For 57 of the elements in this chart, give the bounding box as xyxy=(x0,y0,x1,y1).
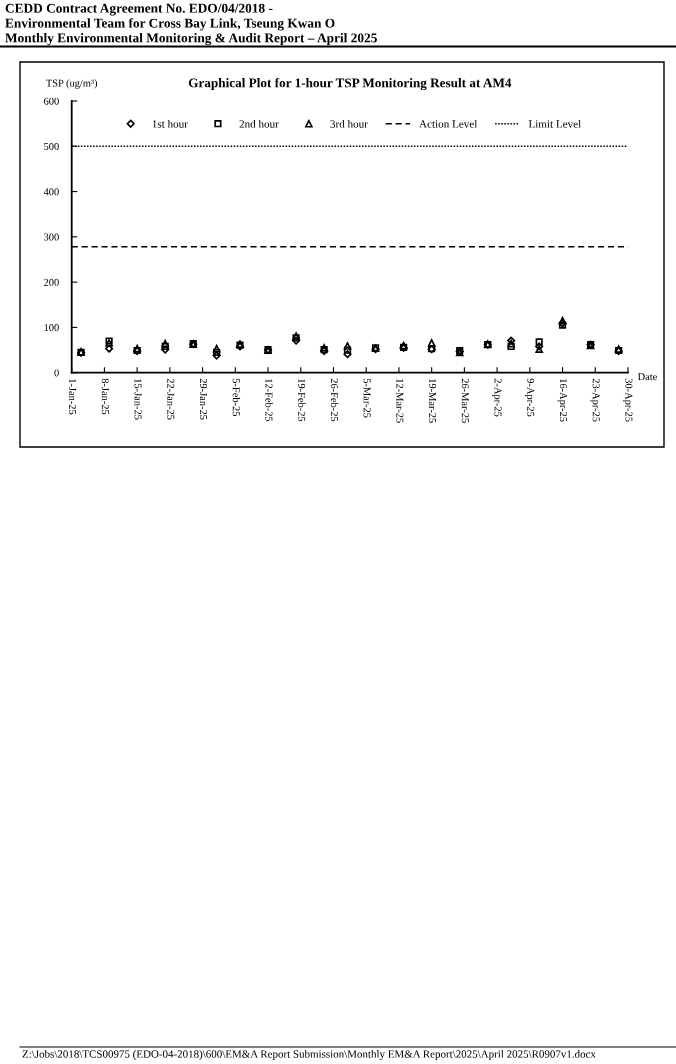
y-tick-label: 400 xyxy=(43,188,59,196)
y-tick-label: 200 xyxy=(44,278,59,286)
x-tick-label: 26-Mar-25 xyxy=(461,378,469,423)
point xyxy=(212,351,221,360)
x-tick-label: 2-Apr-25 xyxy=(492,378,502,417)
point xyxy=(161,339,170,348)
x-tick-label: 29-Jan-25 xyxy=(199,378,207,420)
x-tick-label: 5-Mar-25 xyxy=(363,378,371,418)
point xyxy=(161,345,170,354)
legend-label: 1st hour xyxy=(152,119,188,128)
point xyxy=(507,342,515,351)
text: Monthly Environmental Monitoring & Audit Report – April 2025 xyxy=(5,33,377,46)
y-axis-title: TSP (ug/m³) xyxy=(46,79,98,89)
y-tick-label: 100 xyxy=(44,324,59,332)
point xyxy=(105,344,114,353)
y-tick-label: 600 xyxy=(44,97,59,105)
legend-label: Limit Level xyxy=(528,119,581,128)
y-tick-label: 300 xyxy=(44,233,59,241)
legend-label: 2nd hour xyxy=(239,119,279,128)
point xyxy=(343,350,352,359)
point xyxy=(343,342,352,350)
point xyxy=(558,316,567,325)
point xyxy=(161,342,169,351)
x-tick-label: 23-Apr-25 xyxy=(590,378,600,422)
text: Environmental Team for Cross Bay Link, Tseung Kwan O xyxy=(5,18,335,31)
x-tick-label: 5-Feb-25 xyxy=(232,378,241,417)
x-tick-label: 8-Jan-25 xyxy=(101,378,109,415)
legend-label: 3rd hour xyxy=(330,119,368,128)
legend-label: Action Level xyxy=(419,119,478,128)
point xyxy=(507,336,516,345)
y-tick-label: 500 xyxy=(44,142,59,150)
x-tick-label: 1-Jan-25 xyxy=(69,379,77,415)
point xyxy=(427,338,436,347)
x-axis-title: Date xyxy=(637,373,657,381)
x-tick-label: 16-Apr-25 xyxy=(557,379,567,422)
text: CEDD Contract Agreement No. EDO/04/2018 - xyxy=(5,3,273,16)
point xyxy=(535,338,543,346)
x-tick-label: 12-Mar-25 xyxy=(396,379,404,423)
y-tick-label: 0 xyxy=(54,369,59,377)
x-tick-label: 30-Apr-25 xyxy=(623,378,633,422)
x-tick-label: 9-Apr-25 xyxy=(525,378,535,417)
x-tick-label: 22-Jan-25 xyxy=(167,378,175,420)
point xyxy=(212,344,221,353)
x-tick-label: 26-Feb-25 xyxy=(330,378,339,422)
point xyxy=(343,346,352,354)
point xyxy=(507,339,515,348)
x-tick-label: 12-Feb-25 xyxy=(265,379,273,422)
x-tick-label: 19-Mar-25 xyxy=(429,379,437,423)
x-tick-label: 15-Jan-25 xyxy=(134,379,142,420)
chart-title: Graphical Plot for 1-hour TSP Monitoring Result at AM4 xyxy=(188,77,512,91)
x-tick-label: 19-Feb-25 xyxy=(298,379,306,422)
point xyxy=(133,344,141,353)
text: Z:\Jobs\2018\TCS00975 (EDO-04-2018)\600\EM&A Report Submission\Monthly EM&A Report\2025\April 2025\R0907v1.docx xyxy=(22,1050,596,1060)
point xyxy=(292,336,301,345)
point xyxy=(535,342,544,351)
point xyxy=(213,348,221,356)
point xyxy=(535,345,544,353)
